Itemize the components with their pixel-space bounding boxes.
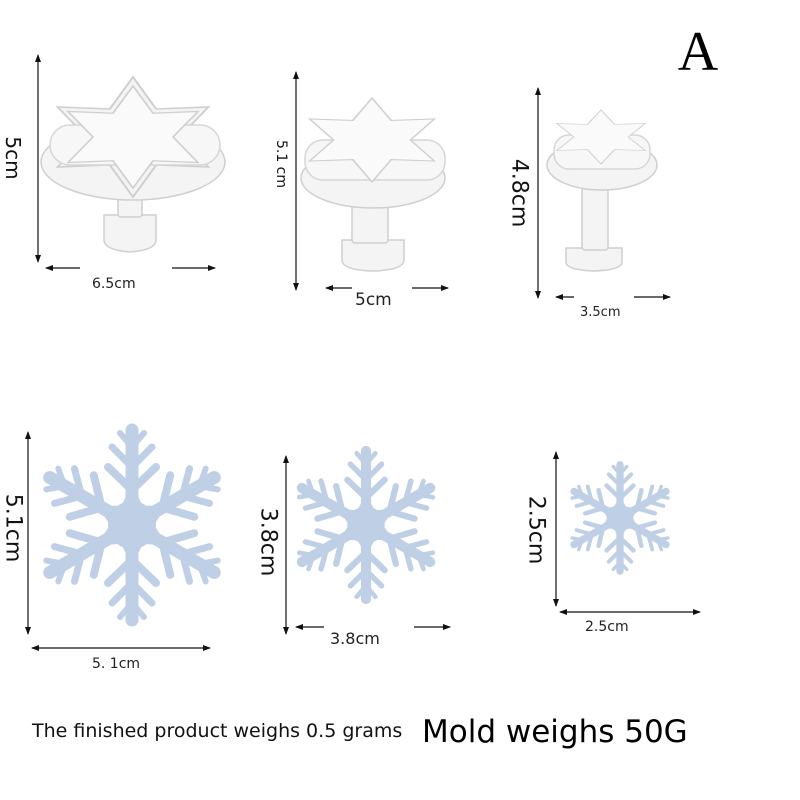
mold-weight-caption: Mold weighs 50G	[422, 714, 688, 750]
plunger-cutter-large	[40, 75, 226, 253]
plunger-2-width-label: 5cm	[355, 290, 392, 310]
snowflake-medium	[292, 451, 439, 599]
snowflake-3-width-label: 2.5cm	[585, 619, 629, 635]
snowflake-2-width-label: 3.8cm	[330, 629, 380, 648]
snowflake-3-height-label: 2.5cm	[523, 495, 549, 565]
plunger-cutter-medium	[300, 97, 446, 272]
snowflake-large	[38, 430, 227, 620]
plunger-1-width-label: 6.5cm	[92, 276, 136, 292]
plunger-3-height-label: 4.8cm	[506, 158, 532, 228]
variant-letter: A	[677, 21, 719, 83]
snowflake-2-height-label: 3.8cm	[255, 507, 281, 577]
snowflake-1-height-label: 5.1cm	[0, 493, 26, 563]
product-weight-caption: The finished product weighs 0.5 grams	[32, 720, 403, 742]
plunger-cutter-small	[546, 109, 658, 272]
plunger-3-width-label: 3.5cm	[580, 305, 621, 320]
dimension-arrows	[25, 54, 701, 651]
plunger-1-height-label: 5cm	[1, 136, 25, 180]
snowflake-1-width-label: 5. 1cm	[92, 656, 141, 672]
snowflake-small	[567, 465, 673, 571]
plunger-2-height-label: 5.1 cm	[273, 139, 289, 189]
